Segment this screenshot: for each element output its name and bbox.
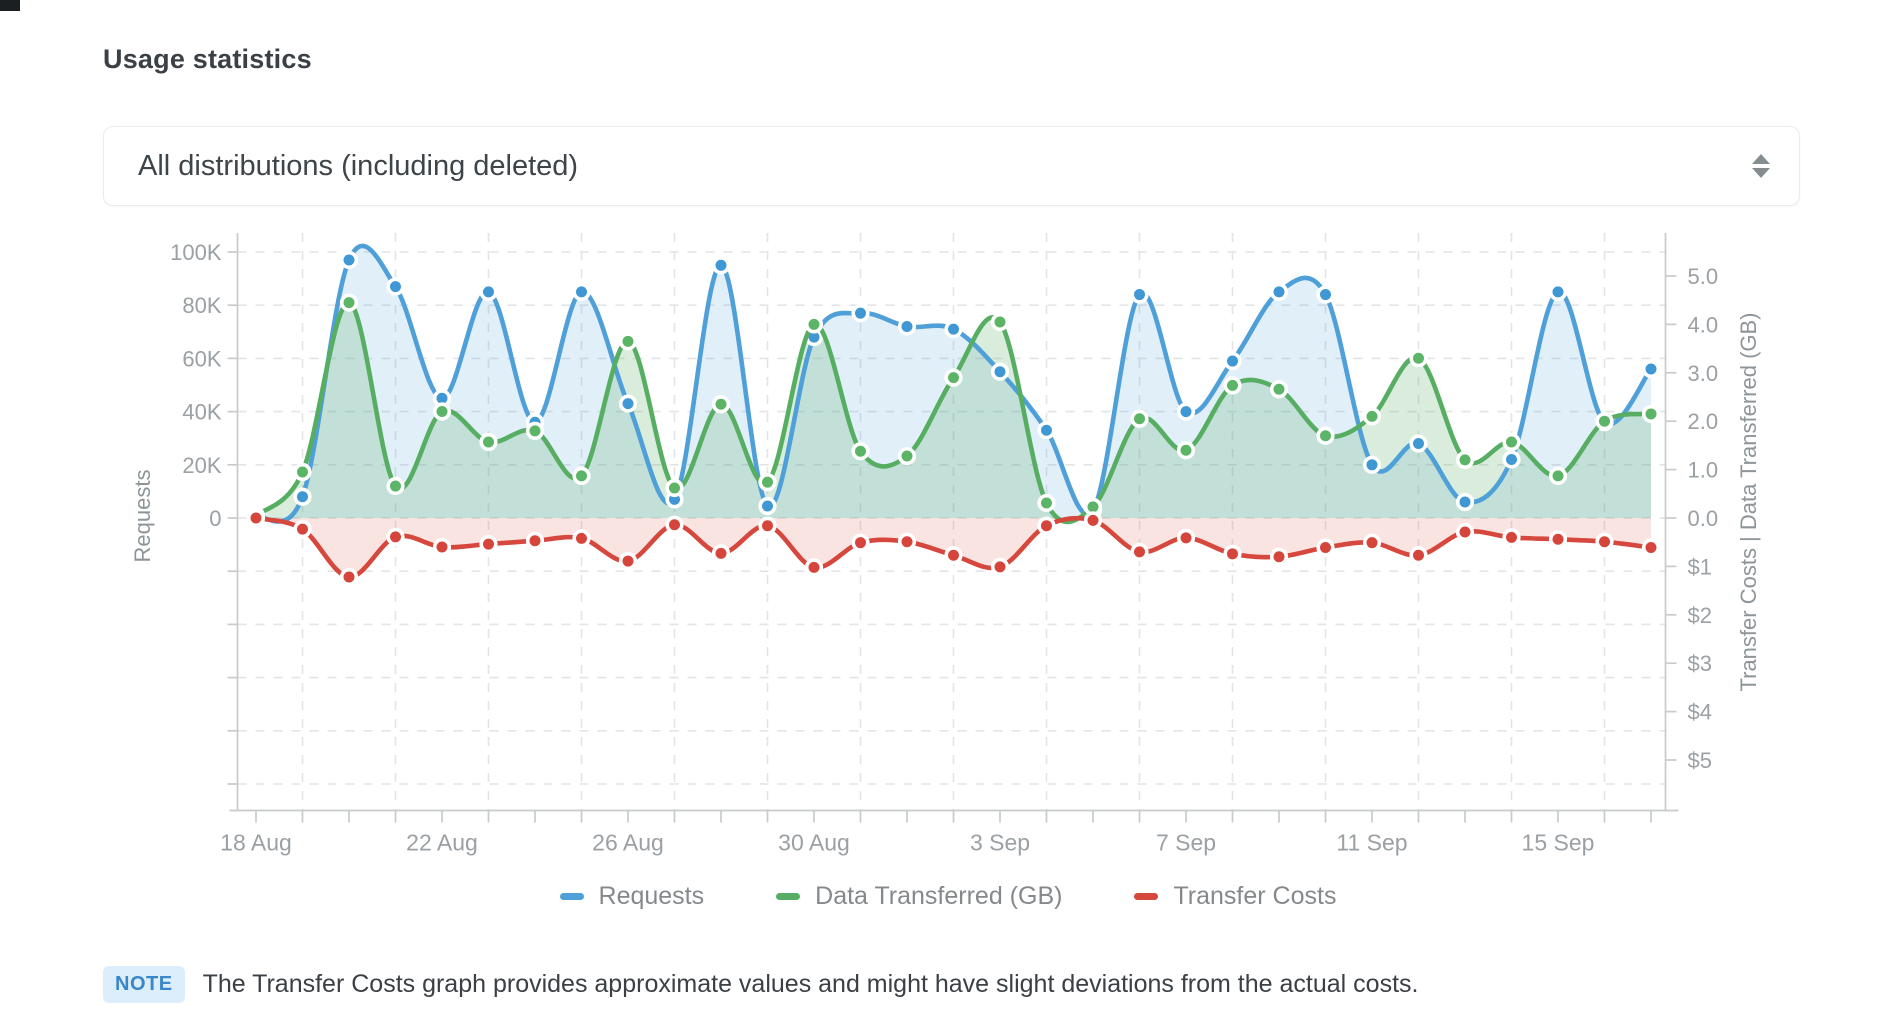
svg-text:5.0: 5.0 xyxy=(1688,264,1719,289)
svg-text:30 Aug: 30 Aug xyxy=(778,830,850,856)
note-badge: NOTE xyxy=(103,966,185,1003)
right-axis-title: Transfer Costs | Data Transferred (GB) xyxy=(1736,312,1761,691)
axis-tick-labels: 100K 80K 60K 40K 20K 0 5.0 4.0 3.0 2.0 1.0 0.0 $1 $2 $… xyxy=(170,240,1718,856)
svg-text:20K: 20K xyxy=(182,453,221,478)
legend-label: Requests xyxy=(598,882,705,910)
svg-text:60K: 60K xyxy=(182,346,221,371)
svg-text:$5: $5 xyxy=(1688,748,1712,773)
distribution-select[interactable]: All distributions (including deleted) xyxy=(103,126,1800,206)
svg-text:100K: 100K xyxy=(170,240,222,265)
legend-label: Data Transferred (GB) xyxy=(815,882,1063,910)
legend-dash-icon xyxy=(776,893,801,900)
note-text: The Transfer Costs graph provides approx… xyxy=(202,970,1419,998)
svg-text:18 Aug: 18 Aug xyxy=(220,830,292,856)
svg-text:4.0: 4.0 xyxy=(1688,312,1719,337)
svg-text:3 Sep: 3 Sep xyxy=(970,830,1030,856)
svg-text:15 Sep: 15 Sep xyxy=(1522,830,1595,856)
legend-item-data-transferred-gb-[interactable]: Data Transferred (GB) xyxy=(776,882,1062,911)
svg-text:22 Aug: 22 Aug xyxy=(406,830,478,856)
window-corner-fragment xyxy=(0,0,20,11)
legend-dash-icon xyxy=(1134,893,1159,900)
transfer-costs-series xyxy=(246,508,1661,587)
svg-text:3.0: 3.0 xyxy=(1688,361,1719,386)
svg-text:$2: $2 xyxy=(1688,603,1712,628)
legend-item-transfer-costs[interactable]: Transfer Costs xyxy=(1134,882,1336,911)
svg-text:26 Aug: 26 Aug xyxy=(592,830,664,856)
sort-updown-icon xyxy=(1751,153,1771,179)
svg-text:$1: $1 xyxy=(1688,554,1712,579)
note-row: NOTE The Transfer Costs graph provides a… xyxy=(103,966,1418,1003)
chart-axes xyxy=(227,233,1679,823)
svg-text:2.0: 2.0 xyxy=(1688,409,1719,434)
data-transferred-gb--area xyxy=(256,302,1651,522)
svg-text:$4: $4 xyxy=(1688,700,1712,725)
data-transferred-gb--series xyxy=(246,293,1661,525)
legend-label: Transfer Costs xyxy=(1173,882,1337,910)
chart-legend: Requests Data Transferred (GB) Transfer Co… xyxy=(0,882,1896,911)
left-axis-title: Requests xyxy=(130,470,155,563)
distribution-select-value: All distributions (including deleted) xyxy=(138,149,579,182)
legend-item-requests[interactable]: Requests xyxy=(559,882,705,911)
svg-text:$3: $3 xyxy=(1688,651,1712,676)
svg-text:1.0: 1.0 xyxy=(1688,458,1719,483)
axis-titles: Requests Transfer Costs | Data Transferre… xyxy=(130,312,1761,691)
svg-text:80K: 80K xyxy=(182,293,221,318)
svg-text:0: 0 xyxy=(209,506,221,531)
svg-text:40K: 40K xyxy=(182,400,221,425)
svg-text:0.0: 0.0 xyxy=(1688,506,1719,531)
svg-text:11 Sep: 11 Sep xyxy=(1336,830,1407,856)
svg-text:7 Sep: 7 Sep xyxy=(1156,830,1216,856)
page-title: Usage statistics xyxy=(103,44,312,74)
legend-dash-icon xyxy=(559,893,584,900)
